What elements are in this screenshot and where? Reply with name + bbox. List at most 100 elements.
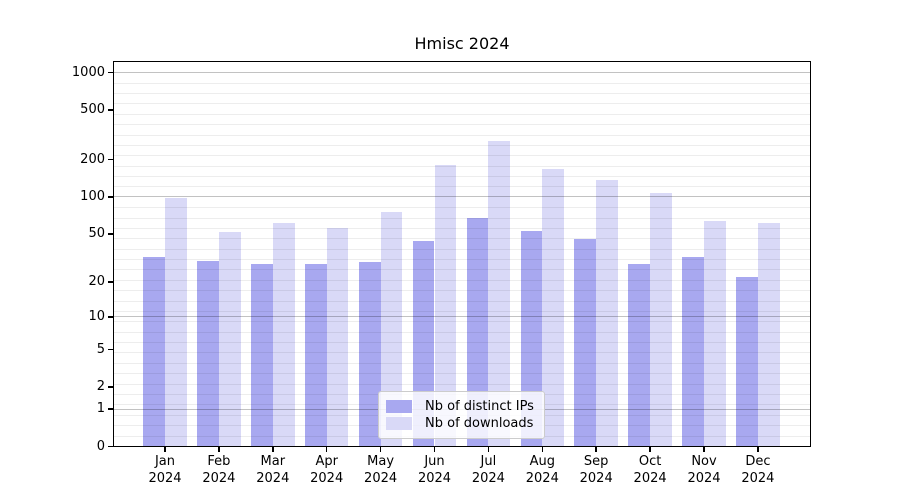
minor-gridline [114, 144, 810, 146]
minor-gridline [114, 310, 810, 312]
month-label: Jun [424, 454, 445, 469]
month-label: Feb [207, 454, 231, 469]
bar-downloads-oct [650, 192, 672, 447]
month-label: May [367, 454, 395, 469]
y-tick-1 [108, 408, 113, 410]
y-tick-100 [108, 196, 113, 198]
year-label: 2024 [364, 471, 398, 486]
x-tick-label-apr: Apr 2024 [299, 453, 355, 487]
minor-gridline [114, 103, 810, 105]
y-tick-label-10: 10 [88, 308, 105, 324]
month-label: Jul [480, 454, 497, 469]
y-tick-label-0: 0 [96, 438, 105, 454]
bar-downloads-sep [596, 179, 618, 447]
y-tick-50 [108, 233, 113, 235]
bar-downloads-jan [165, 198, 187, 447]
chart-title: Hmisc 2024 [414, 34, 510, 53]
legend-label-downloads: Nb of downloads [425, 416, 534, 431]
minor-gridline [114, 383, 810, 385]
x-tick-label-aug: Aug 2024 [514, 453, 570, 487]
legend-label-distinct-ips: Nb of distinct IPs [425, 399, 534, 414]
minor-gridline [114, 300, 810, 302]
bar-downloads-nov [704, 220, 726, 447]
bar-downloads-mar [272, 223, 295, 447]
bar-downloads-dec [757, 223, 780, 447]
x-tick-label-may: May 2024 [353, 453, 409, 487]
minor-gridline [114, 290, 810, 292]
minor-gridline [114, 362, 810, 364]
bar-ips-feb [197, 260, 219, 447]
x-tick-mar [272, 447, 274, 452]
bar-ips-may [358, 262, 381, 447]
bar-downloads-may [380, 211, 403, 447]
year-label: 2024 [687, 471, 721, 486]
y-tick-1000 [108, 71, 113, 74]
bar-ips-oct [628, 264, 651, 447]
x-tick-label-jan: Jan 2024 [137, 453, 193, 487]
x-tick-label-feb: Feb 2024 [191, 453, 247, 487]
y-tick-label-200: 200 [80, 151, 105, 167]
month-label: Nov [691, 454, 717, 469]
year-label: 2024 [256, 471, 290, 486]
x-tick-aug [541, 447, 544, 452]
bar-downloads-aug [542, 169, 565, 447]
x-tick-label-jul: Jul 2024 [460, 453, 516, 487]
x-tick-label-sep: Sep 2024 [568, 453, 624, 487]
legend-swatch-downloads-icon [386, 417, 412, 430]
minor-gridline [114, 352, 810, 354]
major-gridline-10 [114, 316, 810, 318]
bar-ips-jul [466, 218, 489, 447]
minor-gridline [114, 165, 810, 167]
month-label: Dec [745, 454, 771, 469]
month-label: Jan [154, 454, 176, 469]
month-label: Apr [315, 454, 338, 469]
minor-gridline [114, 321, 810, 323]
y-tick-label-1000: 1000 [71, 64, 105, 80]
minor-gridline [114, 176, 810, 178]
bar-downloads-feb [218, 231, 241, 447]
minor-gridline [114, 342, 810, 344]
legend: Nb of distinct IPs Nb of downloads [378, 391, 545, 439]
bar-ips-apr [304, 264, 327, 447]
year-label: 2024 [310, 471, 344, 486]
year-label: 2024 [741, 471, 775, 486]
bar-downloads-jun [434, 165, 457, 447]
x-tick-label-oct: Oct 2024 [622, 453, 678, 487]
y-tick-200 [108, 158, 113, 161]
minor-gridline [114, 227, 810, 229]
minor-gridline [114, 238, 810, 240]
y-tick-20 [108, 281, 113, 283]
year-label: 2024 [633, 471, 667, 486]
bar-ips-sep [574, 239, 597, 447]
x-tick-apr [325, 447, 328, 452]
y-tick-2 [108, 386, 113, 388]
legend-swatch-ips-icon [386, 400, 412, 413]
legend-item-distinct-ips: Nb of distinct IPs [386, 398, 536, 415]
minor-gridline [114, 217, 810, 219]
minor-gridline [114, 331, 810, 333]
year-label: 2024 [525, 471, 559, 486]
minor-gridline [114, 279, 810, 281]
month-label: Mar [260, 454, 286, 469]
x-tick-label-jun: Jun 2024 [407, 453, 463, 487]
bar-downloads-apr [326, 227, 349, 447]
bar-ips-nov [682, 257, 704, 447]
minor-gridline [114, 92, 810, 94]
bar-ips-jan [143, 257, 165, 447]
month-label: Aug [529, 454, 555, 469]
x-tick-jun [433, 447, 436, 452]
x-tick-label-mar: Mar 2024 [245, 453, 301, 487]
minor-gridline [114, 155, 810, 157]
minor-gridline [114, 186, 810, 188]
minor-gridline [114, 269, 810, 271]
month-label: Sep [583, 454, 609, 469]
y-tick-label-2: 2 [96, 379, 105, 395]
minor-gridline [114, 134, 810, 136]
minor-gridline [114, 113, 810, 115]
x-tick-dec [757, 447, 759, 452]
y-tick-10 [108, 316, 113, 318]
x-tick-sep [595, 447, 597, 452]
x-tick-label-dec: Dec 2024 [730, 453, 786, 487]
year-label: 2024 [202, 471, 236, 486]
